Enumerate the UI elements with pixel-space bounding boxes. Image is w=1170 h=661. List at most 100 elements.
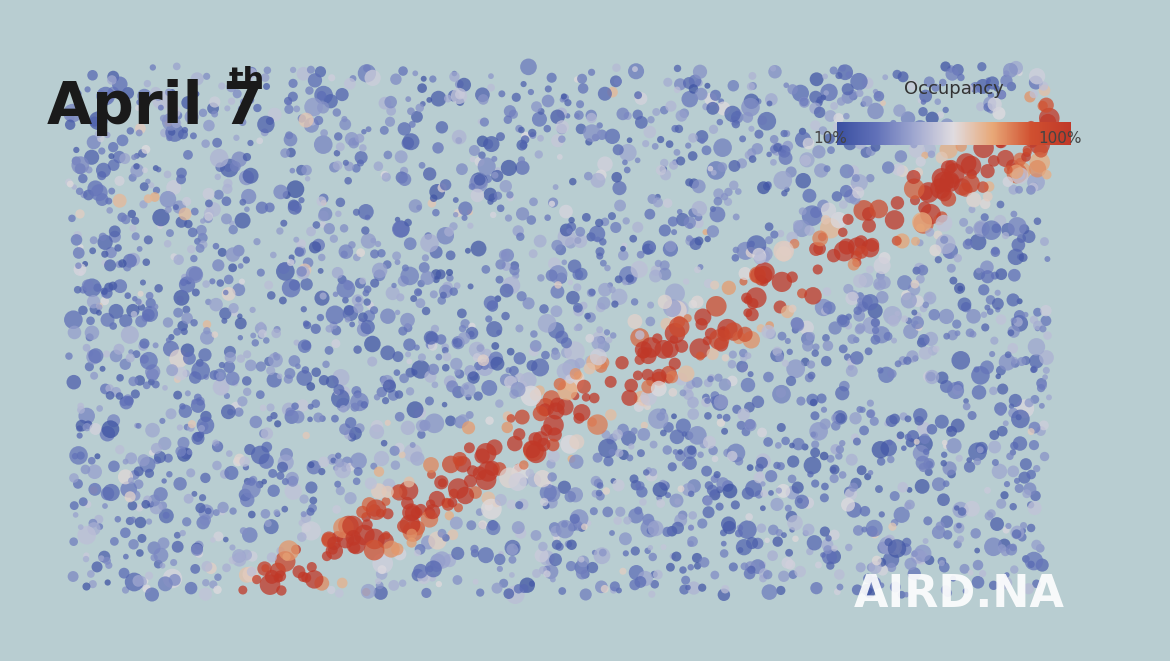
Point bbox=[241, 360, 260, 371]
Point bbox=[394, 165, 413, 176]
Point bbox=[542, 270, 560, 281]
Point bbox=[586, 476, 605, 486]
Point bbox=[132, 302, 151, 313]
Point bbox=[603, 447, 621, 457]
Point bbox=[838, 241, 856, 252]
Point bbox=[921, 129, 940, 139]
Point bbox=[102, 487, 121, 498]
Point bbox=[1028, 163, 1047, 174]
Point bbox=[655, 225, 674, 236]
Point bbox=[291, 246, 310, 256]
Point bbox=[387, 368, 406, 378]
Point bbox=[463, 154, 482, 165]
Point bbox=[859, 78, 878, 89]
Point bbox=[104, 142, 123, 153]
Point bbox=[442, 381, 461, 392]
Point bbox=[129, 296, 147, 307]
Point bbox=[101, 383, 119, 394]
Text: 100%: 100% bbox=[1039, 132, 1082, 146]
Point bbox=[577, 212, 596, 223]
Point bbox=[861, 173, 880, 184]
Point bbox=[367, 426, 386, 437]
Point bbox=[95, 551, 113, 562]
Point bbox=[179, 388, 198, 399]
Point bbox=[942, 426, 961, 437]
Point bbox=[144, 62, 163, 73]
Point bbox=[661, 101, 680, 112]
Point bbox=[696, 227, 715, 237]
Point bbox=[631, 481, 649, 491]
Point bbox=[703, 485, 722, 495]
Point bbox=[110, 79, 129, 89]
Point bbox=[997, 75, 1016, 86]
Point bbox=[708, 209, 727, 219]
Point bbox=[402, 119, 421, 130]
Point bbox=[861, 398, 880, 408]
Point bbox=[495, 249, 514, 259]
Point bbox=[701, 163, 720, 174]
Point bbox=[82, 568, 101, 579]
Point bbox=[913, 337, 931, 348]
Point bbox=[793, 126, 812, 137]
Point bbox=[142, 180, 160, 190]
Point bbox=[606, 299, 625, 309]
Point bbox=[603, 211, 621, 221]
Point bbox=[838, 166, 856, 176]
Point bbox=[911, 156, 930, 167]
Point bbox=[830, 569, 848, 580]
Point bbox=[1035, 85, 1054, 96]
Point bbox=[198, 71, 216, 81]
Point bbox=[536, 405, 555, 415]
Point bbox=[376, 170, 394, 180]
Point bbox=[796, 357, 814, 368]
Point bbox=[441, 459, 460, 470]
Point bbox=[580, 333, 599, 344]
Point bbox=[846, 413, 865, 424]
Point bbox=[216, 534, 235, 545]
Point bbox=[944, 573, 963, 584]
Point bbox=[841, 362, 860, 373]
Point bbox=[882, 368, 901, 379]
Point bbox=[632, 448, 651, 459]
Point bbox=[920, 467, 938, 477]
Point bbox=[486, 340, 504, 351]
Point bbox=[741, 561, 759, 572]
Point bbox=[927, 83, 945, 93]
Point bbox=[765, 67, 784, 77]
Point bbox=[908, 311, 927, 321]
Point bbox=[307, 323, 325, 334]
Point bbox=[339, 429, 358, 440]
Point bbox=[753, 270, 772, 280]
Point bbox=[879, 162, 897, 173]
Point bbox=[866, 334, 885, 345]
Point bbox=[241, 137, 260, 148]
Point bbox=[104, 415, 123, 426]
Point bbox=[594, 341, 613, 352]
Point bbox=[343, 319, 362, 330]
Point bbox=[117, 315, 136, 326]
Point bbox=[890, 105, 909, 116]
Point bbox=[655, 481, 674, 491]
Point bbox=[71, 268, 90, 278]
Point bbox=[135, 181, 153, 192]
Point bbox=[555, 257, 573, 268]
Point bbox=[456, 381, 475, 392]
Point bbox=[463, 465, 482, 476]
Point bbox=[186, 287, 205, 297]
Point bbox=[211, 371, 229, 381]
Point bbox=[611, 506, 629, 517]
Point bbox=[479, 139, 497, 149]
Point bbox=[103, 75, 122, 85]
Point bbox=[165, 574, 184, 585]
Point bbox=[406, 68, 425, 79]
Point bbox=[743, 538, 762, 549]
Point bbox=[393, 65, 412, 76]
Point bbox=[931, 110, 950, 120]
Point bbox=[344, 73, 363, 84]
Point bbox=[549, 269, 567, 280]
Point bbox=[711, 96, 730, 106]
Point bbox=[253, 329, 271, 339]
Point bbox=[357, 206, 376, 217]
Point bbox=[372, 387, 391, 397]
Point bbox=[280, 545, 298, 556]
